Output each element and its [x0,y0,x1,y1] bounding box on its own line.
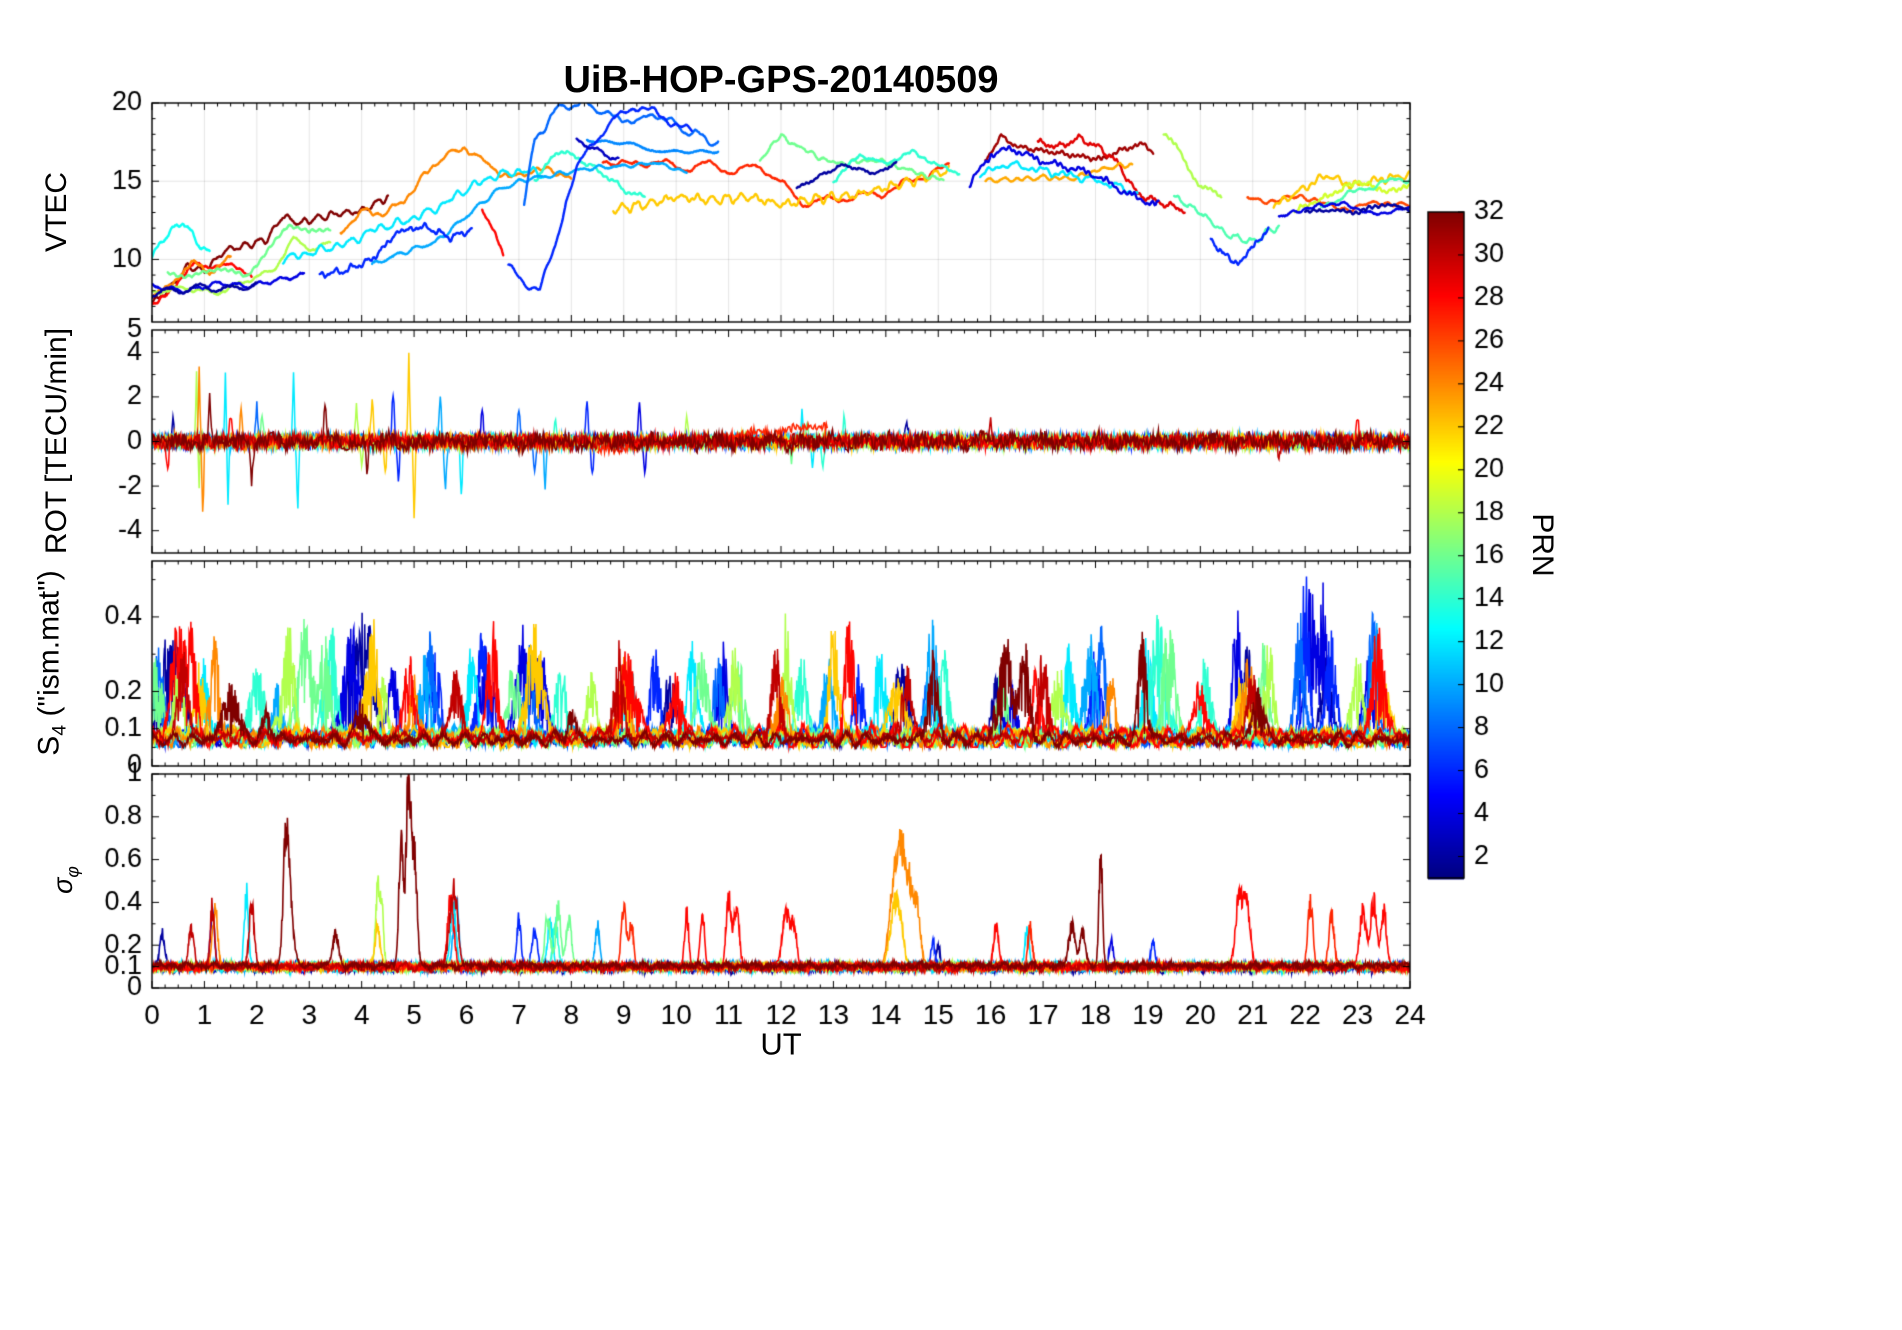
y-axis-label-rot: ROT [TECU/min] [40,327,73,555]
s4-label-rest: ("ism.mat") [32,570,66,725]
chart-title: UiB-HOP-GPS-20140509 [563,59,999,101]
sigma-symbol: σ [48,877,79,894]
x-axis-label: UT [760,1026,802,1062]
y-axis-label-sigma-phi: σφ [48,866,83,894]
phi-subscript: φ [62,866,83,878]
s4-symbol: S [32,735,66,756]
y-axis-label-s4: S4 ("ism.mat") [32,570,71,756]
s4-subscript: 4 [48,724,71,736]
y-axis-label-vtec: VTEC [40,171,73,253]
colorbar-label: PRN [1526,513,1559,577]
